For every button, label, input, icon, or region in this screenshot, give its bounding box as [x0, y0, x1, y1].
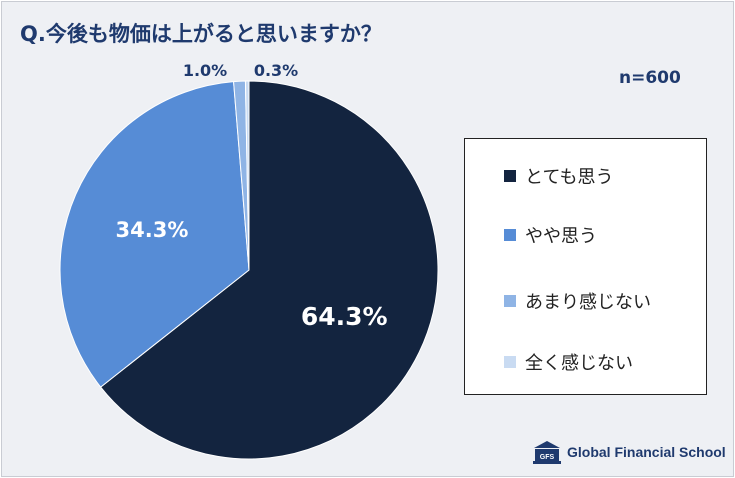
legend-swatch-mattaku	[504, 356, 516, 368]
legend-item-totemo: とても思う	[504, 163, 614, 189]
brand-logo-letters: GFS	[540, 454, 555, 461]
legend-swatch-amari	[504, 295, 516, 307]
brand-name: Global Financial School	[567, 444, 726, 460]
legend-label-totemo: とても思う	[525, 167, 614, 188]
legend-swatch-yaya	[504, 229, 516, 241]
legend-item-amari: あまり感じない	[504, 288, 651, 314]
value-label-amari: 1.0%	[183, 61, 227, 80]
legend-item-mattaku: 全く感じない	[504, 349, 633, 375]
legend-item-yaya: やや思う	[504, 222, 597, 248]
value-label-yaya: 34.3%	[116, 218, 189, 242]
pie-slice-mattaku	[244, 80, 250, 271]
legend-label-mattaku: 全く感じない	[525, 353, 633, 374]
school-building-icon: GFS	[533, 441, 561, 464]
chart-title: Q.今後も物価は上がると思いますか？	[20, 22, 382, 46]
legend-swatch-totemo	[504, 170, 516, 182]
sample-size-label: n=600	[619, 68, 681, 88]
pie-slice-yaya	[59, 81, 250, 388]
pie-slice-totemo	[99, 80, 439, 460]
chart-legend: とても思う やや思う あまり感じない 全く感じない	[464, 138, 707, 395]
value-label-mattaku: 0.3%	[254, 61, 298, 80]
legend-label-yaya: やや思う	[525, 226, 597, 247]
value-label-totemo: 64.3%	[301, 302, 388, 331]
legend-label-amari: あまり感じない	[525, 292, 651, 313]
brand-footer: GFS Global Financial School	[533, 440, 726, 464]
